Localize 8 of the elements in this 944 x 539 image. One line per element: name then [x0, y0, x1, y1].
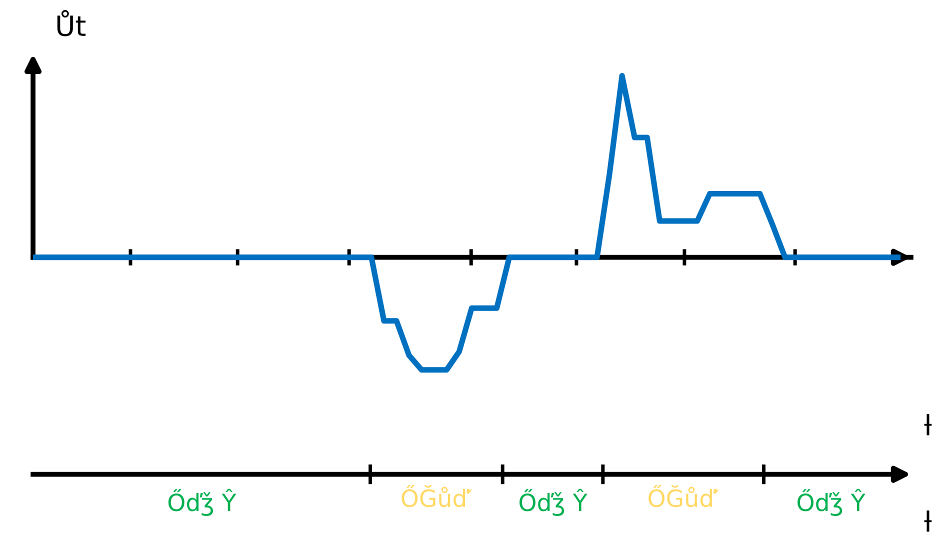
- category-label: Őďǯ Ŷ: [168, 488, 236, 516]
- category-label: Őďǯ Ŷ: [520, 488, 588, 516]
- category-label: Őďǯ Ŷ: [798, 488, 866, 516]
- text: ƚ: [924, 510, 932, 532]
- y-axis-title: Ůt: [57, 10, 86, 36]
- category-label: ŐĞůď′: [648, 484, 719, 508]
- category-label: ŐĞůď′: [402, 484, 472, 508]
- x-axis-title: ƚ: [924, 414, 932, 436]
